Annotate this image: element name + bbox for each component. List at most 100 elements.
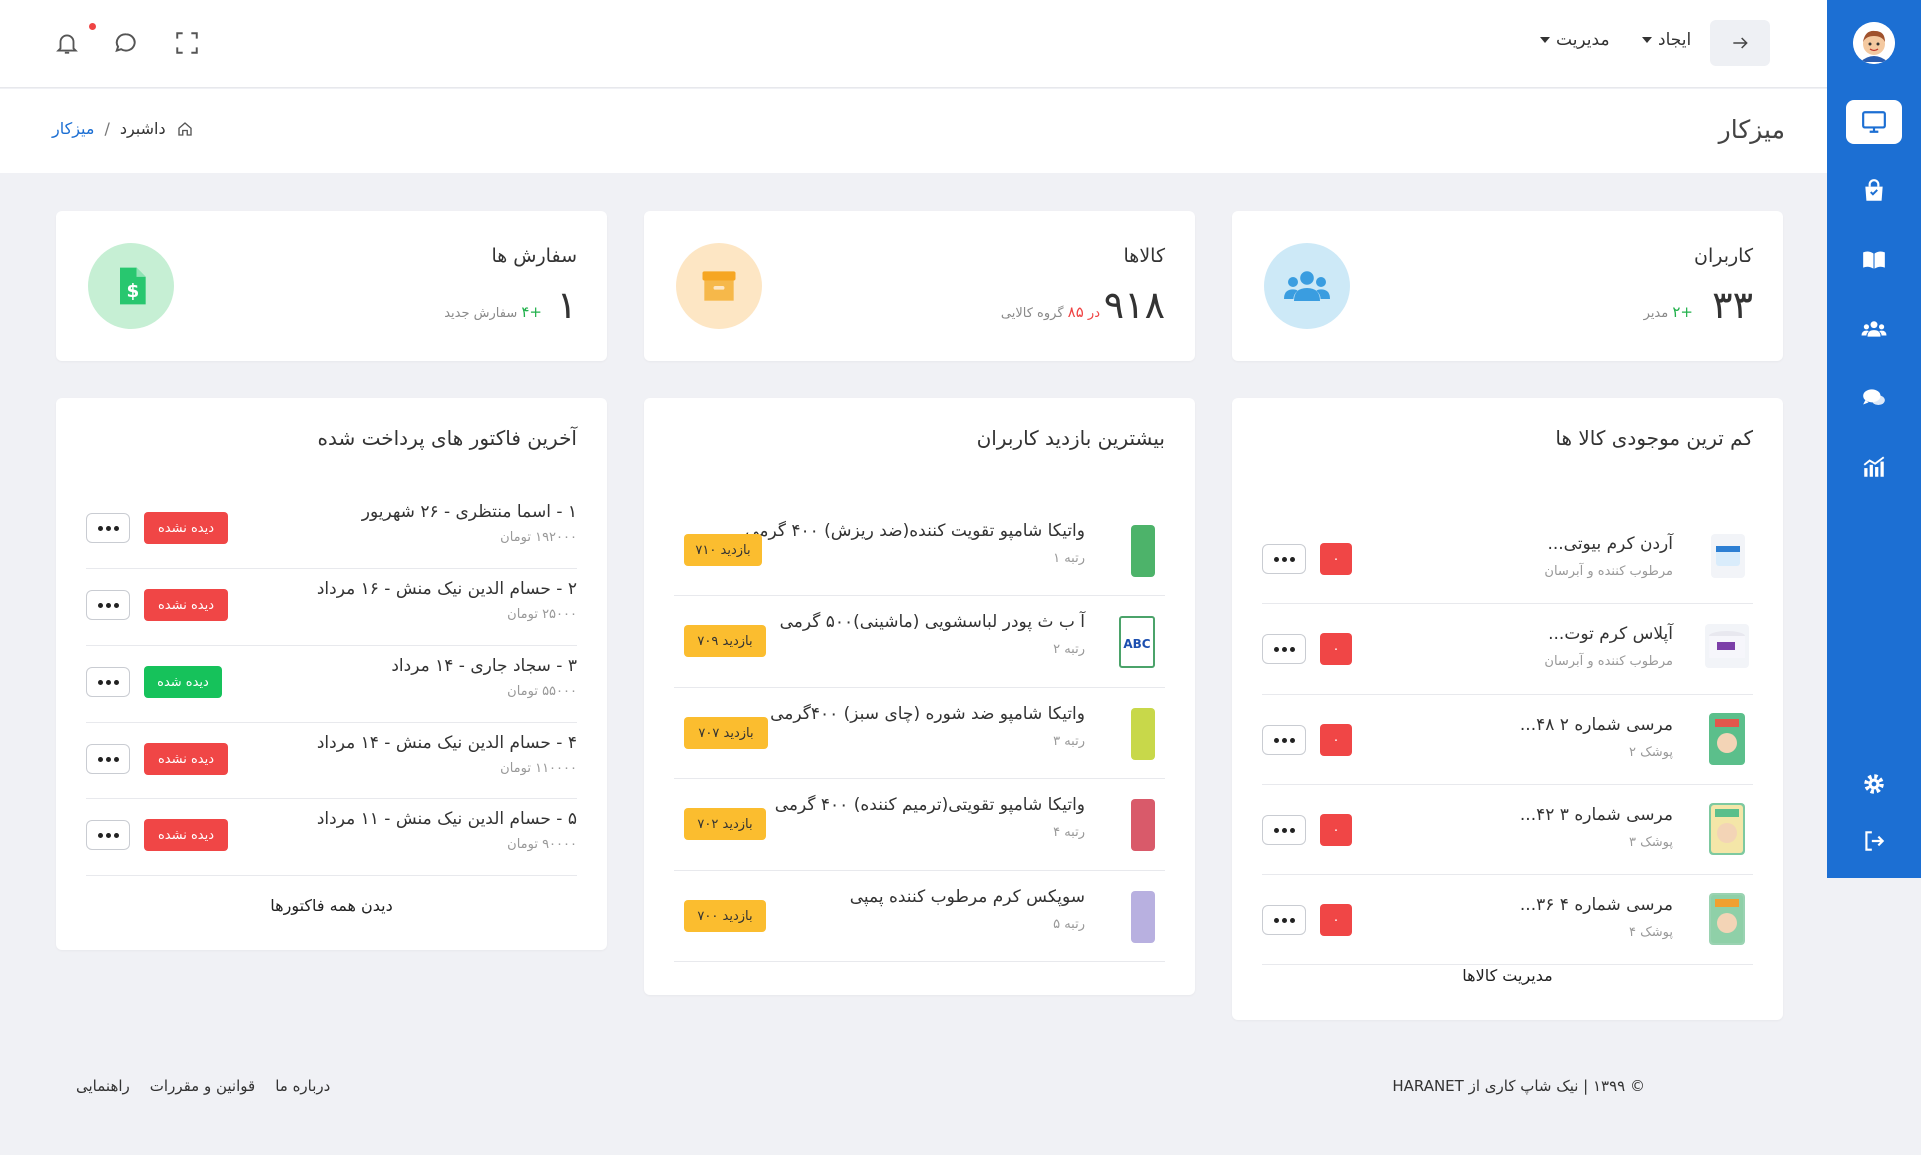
chat-icon	[1863, 389, 1885, 406]
users-stat-sub: +۲ مدیر	[1644, 303, 1693, 321]
user-avatar[interactable]	[1853, 22, 1895, 64]
most-viewed-card: بیشترین بازدید کاربران واتیکا شامپو تقوی…	[644, 398, 1195, 995]
footer-link-help[interactable]: راهنمایی	[76, 1077, 130, 1095]
low-stock-card: کم ترین موجودی کالا ها آردن کرم بیوتی...…	[1232, 398, 1783, 1020]
manage-menu[interactable]: مدیریت	[1540, 30, 1610, 50]
footer-links: درباره ما قوانین و مقررات راهنمایی	[76, 1077, 330, 1095]
product-thumbnail	[1131, 525, 1155, 577]
more-options-button[interactable]	[1262, 634, 1306, 664]
bell-icon[interactable]	[54, 30, 80, 56]
products-group-prefix: در	[1087, 306, 1100, 321]
detergent-box-icon: ABC	[1119, 616, 1155, 668]
products-stat-title: کالاها	[1123, 245, 1165, 267]
users-stat-title: کاربران	[1693, 245, 1753, 267]
footer-link-terms[interactable]: قوانین و مقررات	[149, 1077, 256, 1095]
more-options-button[interactable]	[1262, 544, 1306, 574]
product-name: مرسی شماره ۲ ۴۸...	[1519, 715, 1673, 735]
sidebar-item-comments[interactable]	[1846, 376, 1902, 420]
invoice-amount: ۱۹۲۰۰۰ تومان	[500, 530, 577, 545]
more-options-button[interactable]	[86, 667, 130, 697]
more-options-button[interactable]	[1262, 815, 1306, 845]
product-category: مرطوب کننده و آبرسان	[1544, 564, 1673, 579]
fullscreen-icon[interactable]	[174, 30, 200, 56]
breadcrumb-dashboard-link[interactable]: داشبرد	[119, 119, 166, 138]
product-category: پوشک ۴	[1629, 925, 1673, 940]
list-item[interactable]: ۲ - حسام الدین نیک منش - ۱۶ مرداد ۲۵۰۰۰ …	[86, 569, 577, 646]
sidebar-item-shop[interactable]	[1846, 169, 1902, 213]
users-stat-value: ۳۳	[1712, 283, 1753, 327]
users-delta: +۲	[1672, 303, 1693, 321]
breadcrumb-separator: /	[104, 119, 110, 138]
more-options-button[interactable]	[1262, 905, 1306, 935]
back-button[interactable]	[1710, 20, 1770, 66]
manage-menu-label: مدیریت	[1556, 30, 1610, 50]
sidebar-item-users[interactable]	[1846, 307, 1902, 351]
orders-stat-card: سفارش ها ۱ +۴ سفارش جدید $	[56, 211, 607, 361]
list-item[interactable]: آپلاس کرم توت... مرطوب کننده و آبرسان ۰	[1262, 604, 1753, 695]
products-stat-sub: در ۸۵ گروه کالایی	[1001, 303, 1100, 321]
products-stat-card: کالاها ۹۱۸ در ۸۵ گروه کالایی	[644, 211, 1195, 361]
users-stat-card: کاربران ۳۳ +۲ مدیر	[1232, 211, 1783, 361]
chevron-down-icon	[1540, 37, 1550, 43]
product-thumbnail	[1131, 708, 1155, 760]
users-delta-label: مدیر	[1643, 306, 1669, 321]
more-options-button[interactable]	[86, 820, 130, 850]
list-item[interactable]: ۱ - اسما منتظری - ۲۶ شهریور ۱۹۲۰۰۰ تومان…	[86, 492, 577, 569]
cream-jar-icon	[1716, 546, 1740, 566]
sidebar	[1827, 0, 1921, 878]
invoice-title: ۳ - سجاد جاری - ۱۴ مرداد	[391, 656, 577, 676]
svg-text:ABC: ABC	[1123, 637, 1150, 651]
product-thumbnail: ABC	[1119, 616, 1155, 668]
arrow-right-icon	[1733, 37, 1748, 49]
bar-chart-icon	[1863, 456, 1885, 477]
manage-products-link[interactable]: مدیریت کالاها	[1462, 966, 1553, 985]
list-item[interactable]: مرسی شماره ۴ ۳۶... پوشک ۴ ۰	[1262, 875, 1753, 965]
invoice-amount: ۵۵۰۰۰ تومان	[507, 684, 577, 699]
list-item[interactable]: ۳ - سجاد جاری - ۱۴ مرداد ۵۵۰۰۰ تومان دید…	[86, 646, 577, 723]
product-name: واتیکا شامپو تقویت کننده(ضد ریزش) ۴۰۰ گر…	[745, 521, 1085, 541]
sidebar-item-content[interactable]	[1846, 238, 1902, 282]
orders-stat-title: سفارش ها	[491, 245, 577, 267]
archive-box-icon	[702, 271, 736, 301]
list-item[interactable]: مرسی شماره ۳ ۴۲... پوشک ۳ ۰	[1262, 785, 1753, 875]
list-item[interactable]: آردن کرم بیوتی... مرطوب کننده و آبرسان ۰	[1262, 514, 1753, 604]
product-rank: رتبه ۱	[1053, 551, 1085, 566]
sidebar-item-dashboard[interactable]	[1846, 100, 1902, 144]
create-menu-label: ایجاد	[1658, 30, 1692, 50]
invoice-amount: ۹۰۰۰۰ تومان	[507, 837, 577, 852]
gear-icon	[1864, 774, 1884, 794]
create-menu[interactable]: ایجاد	[1642, 30, 1691, 50]
sidebar-item-reports[interactable]	[1846, 445, 1902, 489]
product-name: آردن کرم بیوتی...	[1547, 534, 1673, 554]
footer-link-about[interactable]: درباره ما	[275, 1077, 331, 1095]
view-all-invoices-link[interactable]: دیدن همه فاکتورها	[270, 896, 393, 915]
more-options-button[interactable]	[86, 744, 130, 774]
message-icon[interactable]	[113, 30, 139, 56]
orders-stat-circle: $	[88, 243, 174, 329]
list-item[interactable]: مرسی شماره ۲ ۴۸... پوشک ۲ ۰	[1262, 695, 1753, 785]
diaper-pack-icon	[1711, 715, 1743, 763]
product-thumbnail	[1709, 803, 1745, 855]
list-item[interactable]: سوپکس کرم مرطوب کننده پمپی رتبه ۵ ۷۰۰ با…	[674, 871, 1165, 962]
more-options-button[interactable]	[86, 513, 130, 543]
invoices-card: آخرین فاکتور های پرداخت شده ۱ - اسما منت…	[56, 398, 607, 950]
home-icon[interactable]	[176, 120, 194, 138]
list-item[interactable]: واتیکا شامپو ضد شوره (چای سبز) ۴۰۰گرمی ر…	[674, 688, 1165, 779]
list-item[interactable]: ABC آ ب ث پودر لباسشویی (ماشینی)۵۰۰ گرمی…	[674, 596, 1165, 688]
list-item[interactable]: ۴ - حسام الدین نیک منش - ۱۴ مرداد ۱۱۰۰۰۰…	[86, 723, 577, 799]
more-options-button[interactable]	[86, 590, 130, 620]
product-thumbnail	[1131, 799, 1155, 851]
sidebar-item-settings[interactable]	[1846, 762, 1902, 806]
product-name: سوپکس کرم مرطوب کننده پمپی	[849, 887, 1085, 907]
diaper-pack-icon	[1711, 895, 1743, 943]
list-item[interactable]: واتیکا شامپو تقویت کننده(ضد ریزش) ۴۰۰ گر…	[674, 505, 1165, 596]
more-options-button[interactable]	[1262, 725, 1306, 755]
list-item[interactable]: واتیکا شامپو تقویتی(ترمیم کننده) ۴۰۰ گرم…	[674, 779, 1165, 871]
invoice-status-badge: دیده نشده	[144, 743, 228, 775]
product-name: واتیکا شامپو ضد شوره (چای سبز) ۴۰۰گرمی	[770, 704, 1085, 724]
stock-count-badge: ۰	[1320, 724, 1352, 756]
sidebar-item-logout[interactable]	[1846, 819, 1902, 863]
diaper-pack-icon	[1711, 805, 1743, 853]
invoice-title: ۴ - حسام الدین نیک منش - ۱۴ مرداد	[316, 733, 577, 753]
list-item[interactable]: ۵ - حسام الدین نیک منش - ۱۱ مرداد ۹۰۰۰۰ …	[86, 799, 577, 876]
